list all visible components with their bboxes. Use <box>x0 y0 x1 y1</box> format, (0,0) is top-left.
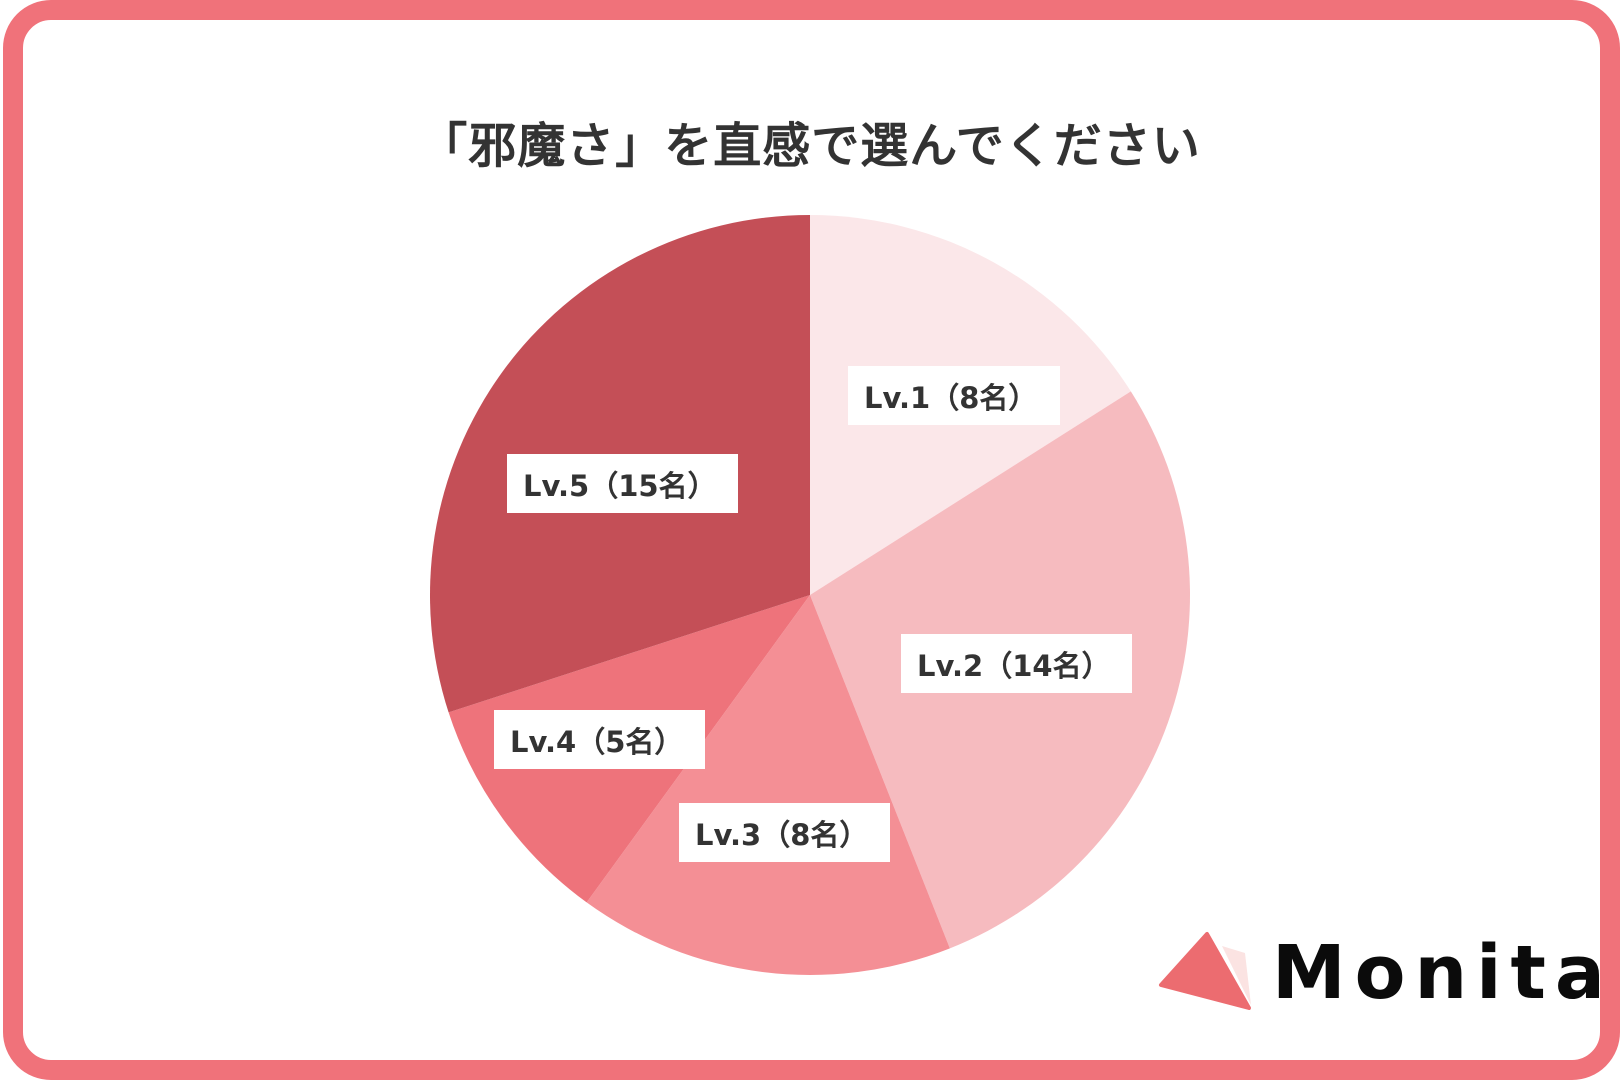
slice-label-lv5: Lv.5（15名） <box>507 454 738 513</box>
triangle-logo-icon <box>1159 932 1251 1010</box>
slice-label-lv4: Lv.4（5名） <box>494 710 705 769</box>
slice-label-lv3: Lv.3（8名） <box>679 803 890 862</box>
slice-label-lv1: Lv.1（8名） <box>848 366 1060 425</box>
brand-logo-text: Monita <box>1272 930 1614 1016</box>
chart-title: 「邪魔さ」を直感で選んでください <box>419 118 1201 174</box>
pie-slice-lv3 <box>586 595 950 976</box>
slice-label-lv2: Lv.2（14名） <box>901 634 1132 693</box>
